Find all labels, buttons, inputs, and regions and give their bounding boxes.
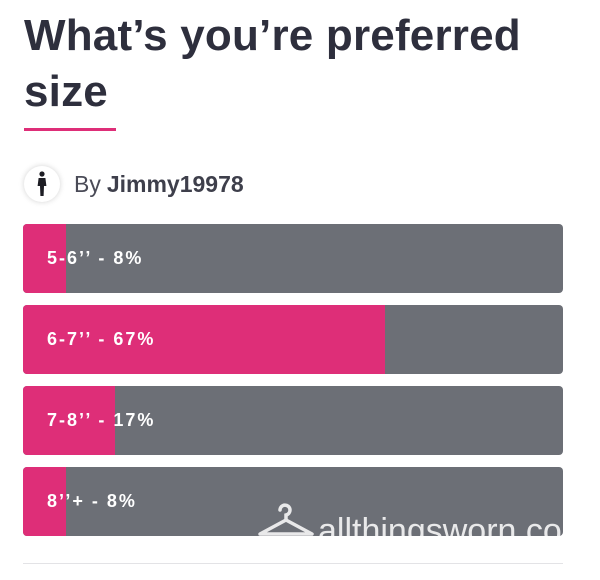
poll-option-8-plus[interactable]: 8’’+ - 8% — [23, 467, 563, 536]
author-name[interactable]: Jimmy19978 — [106, 170, 244, 197]
poll-option-7-8[interactable]: 7-8’’ - 17% — [23, 386, 563, 455]
page-title: What’s you’re preferred size — [24, 11, 521, 116]
poll-option-6-7[interactable]: 6-7’’ - 67% — [23, 305, 563, 374]
poll-option-label: 5-6’’ - 8% — [47, 248, 144, 268]
poll-options: 5-6’’ - 8% 6-7’’ - 67% 7-8’’ - 17% 8’’+ … — [23, 224, 563, 548]
author-row: By Jimmy19978 — [24, 166, 244, 202]
poll-option-fill — [23, 224, 67, 293]
divider — [23, 563, 563, 564]
poll-option-fill — [23, 386, 115, 455]
poll-option-fill — [23, 467, 67, 536]
poll-option-label: 8’’+ - 8% — [47, 491, 137, 511]
poll-option-label: 6-7’’ - 67% — [47, 329, 156, 349]
title-underline — [24, 128, 116, 131]
poll-option-5-6[interactable]: 5-6’’ - 8% — [23, 224, 563, 293]
person-icon — [37, 171, 47, 196]
by-label: By — [74, 170, 101, 197]
avatar[interactable] — [24, 166, 60, 202]
poll-option-fill — [23, 305, 385, 374]
poll-option-label: 7-8’’ - 17% — [47, 410, 156, 430]
